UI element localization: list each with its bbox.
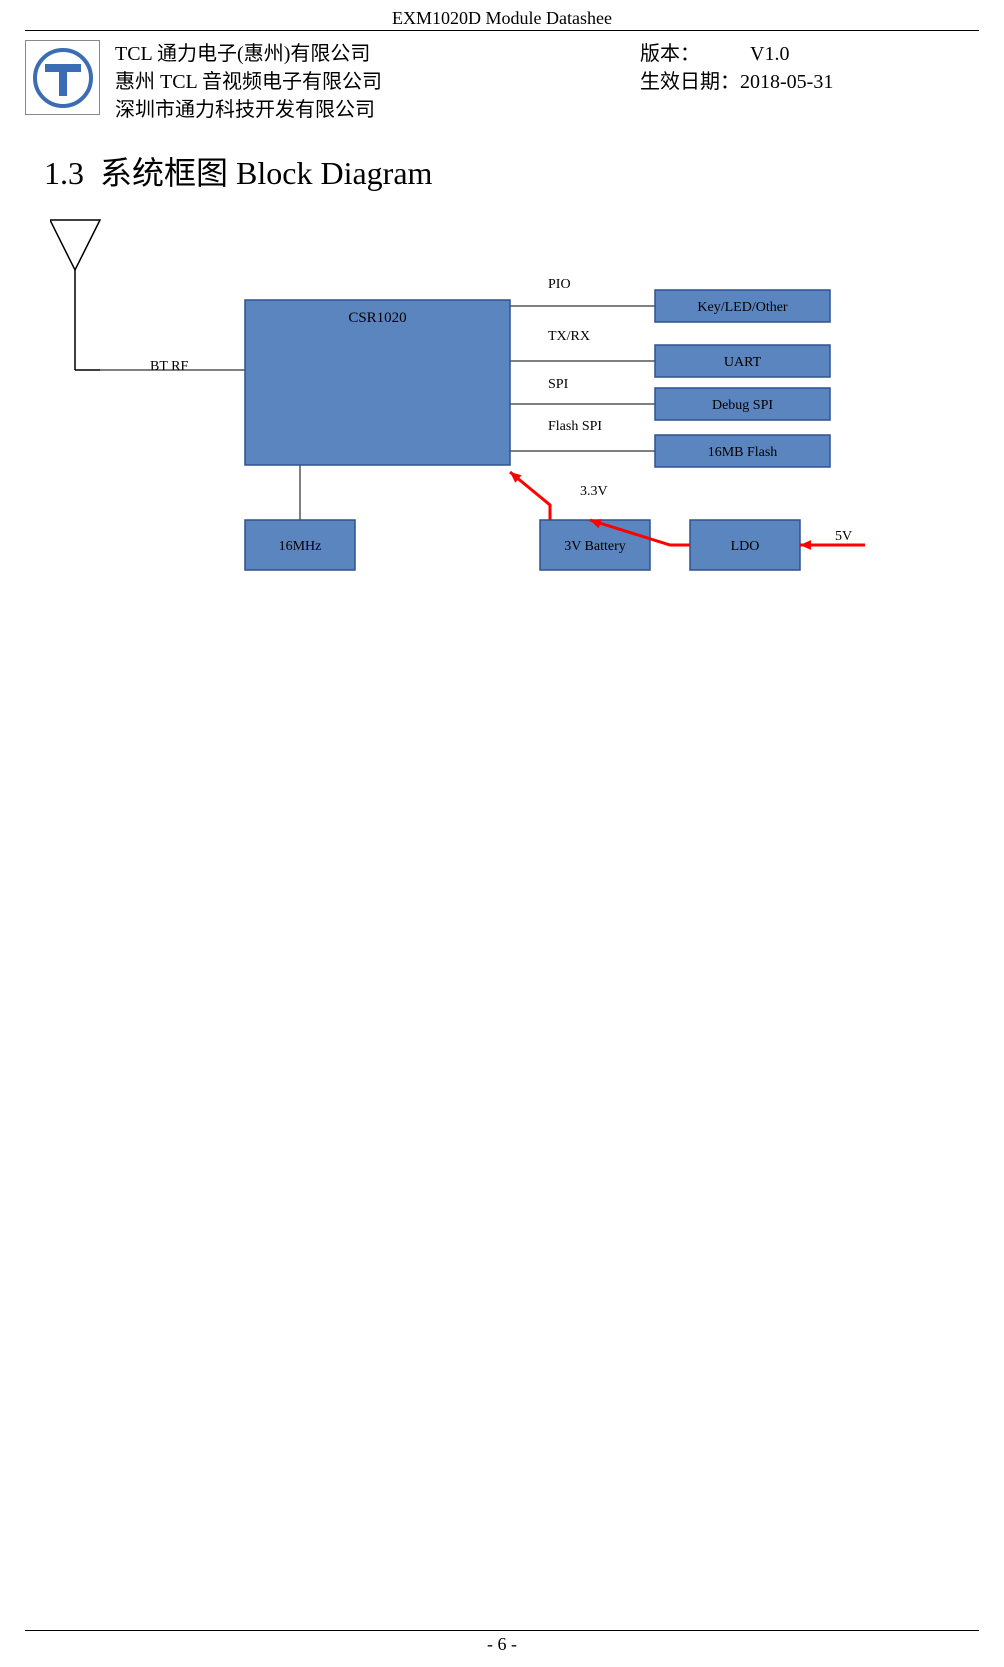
section-title-en: Block Diagram <box>236 155 432 191</box>
svg-text:3V Battery: 3V Battery <box>564 539 626 554</box>
block-diagram: CSR1020 Key/LED/Other UART Debug SPI 16MB Fl… <box>50 210 950 610</box>
svg-text:SPI: SPI <box>548 377 569 392</box>
version-block: 版本： V1.0 生效日期： 2018-05-31 <box>640 40 833 96</box>
svg-text:LDO: LDO <box>731 539 760 554</box>
version-label: 版本： <box>640 40 750 68</box>
logo-icon <box>33 48 93 108</box>
date-label: 生效日期： <box>640 68 740 96</box>
svg-text:Debug SPI: Debug SPI <box>712 398 773 413</box>
svg-text:TX/RX: TX/RX <box>548 329 590 344</box>
svg-text:PIO: PIO <box>548 277 571 292</box>
date-value: 2018-05-31 <box>740 68 833 96</box>
footer-divider <box>25 1630 979 1631</box>
version-value: V1.0 <box>750 40 789 68</box>
svg-text:3.3V: 3.3V <box>580 484 608 499</box>
company-logo <box>25 40 100 115</box>
diagram-svg: CSR1020 Key/LED/Other UART Debug SPI 16MB Fl… <box>50 210 950 610</box>
svg-text:BT RF: BT RF <box>150 359 188 374</box>
page-number: - 6 - <box>0 1634 1004 1655</box>
svg-text:CSR1020: CSR1020 <box>348 310 406 326</box>
svg-text:UART: UART <box>724 355 762 370</box>
section-heading: 1.3 系统框图 Block Diagram <box>44 148 432 194</box>
svg-text:16MB Flash: 16MB Flash <box>708 445 778 460</box>
company-line: 深圳市通力科技开发有限公司 <box>115 96 382 124</box>
company-line: TCL 通力电子(惠州)有限公司 <box>115 40 382 68</box>
section-number: 1.3 <box>44 155 84 191</box>
svg-text:5V: 5V <box>835 529 852 544</box>
company-names: TCL 通力电子(惠州)有限公司 惠州 TCL 音视频电子有限公司 深圳市通力科… <box>115 40 382 124</box>
section-title-cn: 系统框图 <box>100 155 228 191</box>
company-line: 惠州 TCL 音视频电子有限公司 <box>115 68 382 96</box>
svg-text:Flash SPI: Flash SPI <box>548 419 602 434</box>
svg-text:16MHz: 16MHz <box>279 539 322 554</box>
svg-text:Key/LED/Other: Key/LED/Other <box>697 300 788 315</box>
doc-title: EXM1020D Module Datashee <box>0 8 1004 29</box>
header-divider <box>25 30 979 31</box>
